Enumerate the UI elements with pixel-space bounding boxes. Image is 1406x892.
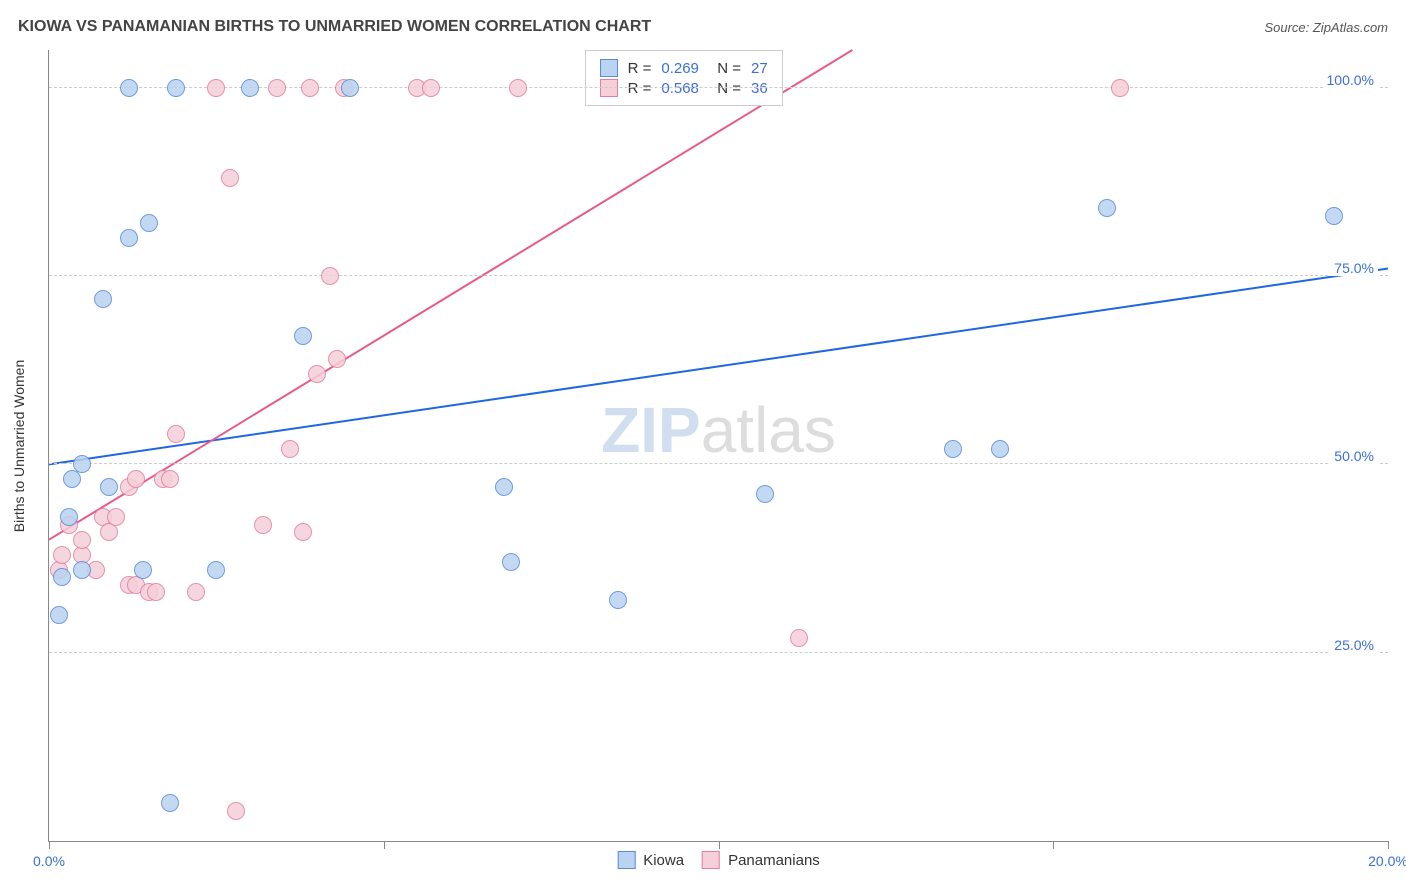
point-panamanians xyxy=(790,629,808,647)
gridline-h xyxy=(49,652,1388,653)
point-panamanians xyxy=(268,79,286,97)
point-panamanians xyxy=(294,523,312,541)
point-panamanians xyxy=(147,583,165,601)
point-panamanians xyxy=(301,79,319,97)
watermark: ZIPatlas xyxy=(601,393,836,467)
point-panamanians xyxy=(107,508,125,526)
stat-n-label-2: N = xyxy=(709,80,741,97)
x-tick xyxy=(384,841,385,849)
point-panamanians xyxy=(227,802,245,820)
chart-container: KIOWA VS PANAMANIAN BIRTHS TO UNMARRIED … xyxy=(0,0,1406,892)
source-label: Source: ZipAtlas.com xyxy=(1264,20,1388,35)
swatch-pan xyxy=(600,79,618,97)
chart-title: KIOWA VS PANAMANIAN BIRTHS TO UNMARRIED … xyxy=(18,18,651,36)
legend-swatch-pan xyxy=(702,851,720,869)
point-panamanians xyxy=(321,267,339,285)
stat-r-pan: 0.568 xyxy=(661,80,699,97)
bottom-legend: Kiowa Panamanians xyxy=(617,851,820,869)
point-kiowa xyxy=(294,327,312,345)
y-tick-label: 25.0% xyxy=(1330,637,1378,653)
stats-row-pan: R = 0.568 N = 36 xyxy=(600,79,768,97)
point-panamanians xyxy=(207,79,225,97)
point-panamanians xyxy=(509,79,527,97)
point-kiowa xyxy=(120,79,138,97)
x-tick-label: 20.0% xyxy=(1368,853,1406,869)
title-bar: KIOWA VS PANAMANIAN BIRTHS TO UNMARRIED … xyxy=(18,18,1388,36)
gridline-h xyxy=(49,463,1388,464)
point-kiowa xyxy=(241,79,259,97)
point-panamanians xyxy=(73,531,91,549)
point-kiowa xyxy=(73,561,91,579)
watermark-atlas: atlas xyxy=(701,394,836,466)
point-panamanians xyxy=(254,516,272,534)
stats-row-kiowa: R = 0.269 N = 27 xyxy=(600,59,768,77)
point-kiowa xyxy=(207,561,225,579)
point-panamanians xyxy=(1111,79,1129,97)
point-kiowa xyxy=(944,440,962,458)
point-kiowa xyxy=(1098,199,1116,217)
point-panamanians xyxy=(187,583,205,601)
point-kiowa xyxy=(94,290,112,308)
point-panamanians xyxy=(328,350,346,368)
y-axis-title: Births to Unmarried Women xyxy=(11,359,27,531)
stat-r-label-2: R = xyxy=(628,80,652,97)
point-panamanians xyxy=(281,440,299,458)
stat-n-label: N = xyxy=(709,60,741,77)
trend-lines xyxy=(49,50,1388,841)
legend-swatch-kiowa xyxy=(617,851,635,869)
point-kiowa xyxy=(53,568,71,586)
stat-n-pan: 36 xyxy=(751,80,768,97)
point-kiowa xyxy=(50,606,68,624)
point-kiowa xyxy=(341,79,359,97)
point-kiowa xyxy=(1325,207,1343,225)
stat-r-label: R = xyxy=(628,60,652,77)
point-panamanians xyxy=(161,470,179,488)
y-tick-label: 75.0% xyxy=(1330,260,1378,276)
y-tick-label: 100.0% xyxy=(1323,72,1378,88)
watermark-zip: ZIP xyxy=(601,394,701,466)
point-kiowa xyxy=(756,485,774,503)
legend-label-kiowa: Kiowa xyxy=(643,852,684,869)
point-kiowa xyxy=(502,553,520,571)
point-kiowa xyxy=(167,79,185,97)
legend-item-kiowa: Kiowa xyxy=(617,851,684,869)
point-panamanians xyxy=(167,425,185,443)
point-kiowa xyxy=(100,478,118,496)
stat-n-kiowa: 27 xyxy=(751,60,768,77)
x-tick xyxy=(49,841,50,849)
point-kiowa xyxy=(120,229,138,247)
x-tick xyxy=(1053,841,1054,849)
point-panamanians xyxy=(422,79,440,97)
x-tick xyxy=(719,841,720,849)
point-panamanians xyxy=(221,169,239,187)
x-tick xyxy=(1388,841,1389,849)
point-kiowa xyxy=(991,440,1009,458)
point-kiowa xyxy=(73,455,91,473)
point-kiowa xyxy=(140,214,158,232)
point-panamanians xyxy=(127,470,145,488)
point-panamanians xyxy=(53,546,71,564)
point-kiowa xyxy=(134,561,152,579)
point-kiowa xyxy=(60,508,78,526)
point-kiowa xyxy=(161,794,179,812)
stat-r-kiowa: 0.269 xyxy=(661,60,699,77)
swatch-kiowa xyxy=(600,59,618,77)
x-tick-label: 0.0% xyxy=(33,853,65,869)
point-kiowa xyxy=(609,591,627,609)
stats-box: R = 0.269 N = 27 R = 0.568 N = 36 xyxy=(585,50,783,106)
y-tick-label: 50.0% xyxy=(1330,448,1378,464)
point-kiowa xyxy=(63,470,81,488)
point-kiowa xyxy=(495,478,513,496)
legend-label-pan: Panamanians xyxy=(728,852,820,869)
legend-item-pan: Panamanians xyxy=(702,851,820,869)
gridline-h xyxy=(49,275,1388,276)
plot-area: ZIPatlas R = 0.269 N = 27 R = 0.568 N = … xyxy=(48,50,1388,842)
point-panamanians xyxy=(308,365,326,383)
